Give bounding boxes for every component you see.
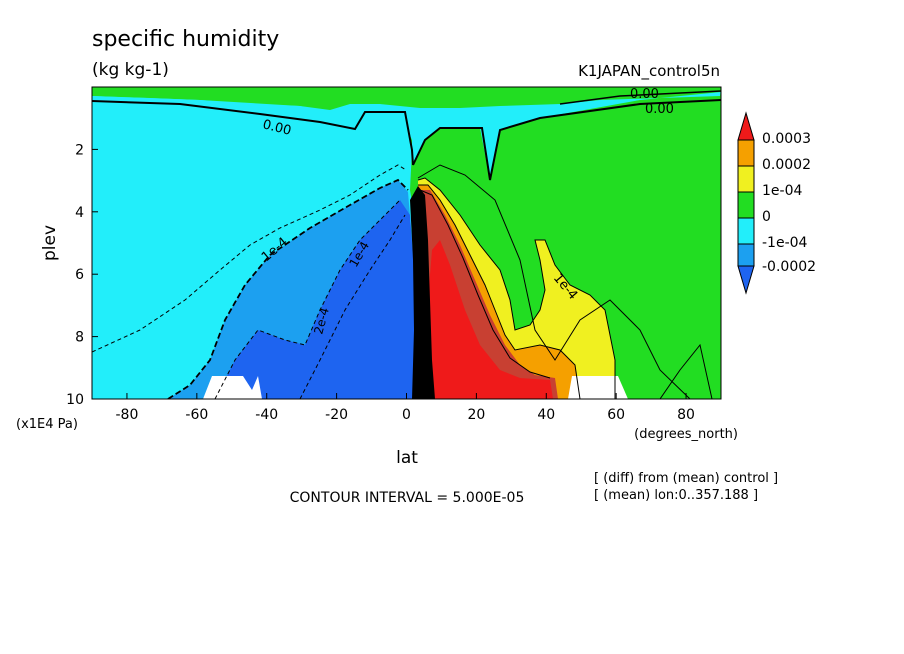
colorbar-swatch-0002 [737, 139, 755, 167]
colorbar-label-1: 0.0002 [762, 157, 811, 173]
x-tick-label: 20 [467, 407, 485, 423]
x-axis-units: (degrees_north) [634, 427, 738, 442]
x-tick-label: 0 [402, 407, 411, 423]
contour-neg-dashed-2 [167, 178, 409, 399]
contour-neg-dashed-4 [299, 214, 406, 399]
contour-neg-dashed-3 [214, 199, 401, 399]
x-tick-label: 40 [537, 407, 555, 423]
x-axis-label: lat [396, 448, 418, 468]
colorbar: 0.0003 0.0002 1e-04 0 -1e-04 -0.0002 [737, 111, 816, 295]
colorbar-label-2: 1e-04 [762, 183, 802, 199]
colorbar-label-0: 0.0003 [762, 131, 811, 147]
note-mean: [ (mean) lon:0..357.188 ] [594, 488, 758, 503]
chart-title: specific humidity [92, 27, 279, 52]
contour-interval-note: CONTOUR INTERVAL = 5.000E-05 [290, 490, 525, 506]
colorbar-label-5: -0.0002 [762, 259, 816, 275]
topography-mask-left [203, 376, 262, 399]
colorbar-swatch-0 [737, 191, 755, 219]
contour-zero-line-3 [559, 90, 721, 105]
colorbar-swatch-1e04 [737, 165, 755, 193]
colorbar-swatch-neg0002 [737, 243, 755, 267]
contour-neg-dashed-1 [92, 164, 407, 353]
dense-contour-core [410, 186, 435, 399]
y-tick-label: 6 [75, 267, 84, 283]
colorbar-label-4: -1e-04 [762, 235, 808, 251]
contour-label-0: 0.00 [261, 117, 293, 139]
contour-label-2: 0.00 [645, 102, 674, 117]
y-axis-units: (x1E4 Pa) [16, 417, 78, 432]
contour-pos-line-4 [419, 189, 551, 379]
colorbar-arrow-top [737, 111, 755, 141]
x-axis: -80 -60 -40 -20 0 20 40 60 80 [116, 393, 695, 423]
x-tick-label: -20 [325, 407, 348, 423]
y-tick-label: 10 [66, 392, 84, 408]
contour-pos-line-2 [417, 177, 616, 399]
contour-label-1: 0.00 [630, 87, 659, 102]
contour-plot: 0.00 0.00 0.00 1e-4 1e-4 1e-4 2e-4 [92, 87, 721, 399]
band-neg-3e4 [215, 200, 418, 399]
contour-zero-line [92, 100, 414, 166]
x-tick-label: 60 [607, 407, 625, 423]
colorbar-arrow-bottom [737, 265, 755, 295]
chart-run-name: K1JAPAN_control5n [578, 62, 720, 81]
topography-mask-right [568, 376, 628, 399]
y-tick-label: 4 [75, 205, 84, 221]
y-axis-label: plev [40, 225, 60, 261]
contour-pos-line-3 [418, 184, 581, 399]
y-tick-label: 2 [75, 142, 84, 158]
chart-units: (kg kg-1) [92, 60, 169, 80]
note-diff: [ (diff) from (mean) control ] [594, 471, 778, 486]
y-axis: 2 4 6 8 10 [66, 142, 98, 408]
contour-label-6: 2e-4 [311, 306, 332, 336]
band-pos-3e4 [425, 240, 553, 399]
x-tick-label: -40 [255, 407, 278, 423]
contour-pos-line-1 [417, 164, 691, 399]
contour-right-line [659, 343, 713, 399]
x-tick-label: 80 [677, 407, 695, 423]
contour-zero-line-2 [412, 99, 721, 181]
colorbar-swatch-neg1e04 [737, 217, 755, 245]
y-tick-label: 8 [75, 330, 84, 346]
x-tick-label: -80 [116, 407, 139, 423]
colorbar-label-3: 0 [762, 209, 771, 225]
x-tick-label: -60 [185, 407, 208, 423]
